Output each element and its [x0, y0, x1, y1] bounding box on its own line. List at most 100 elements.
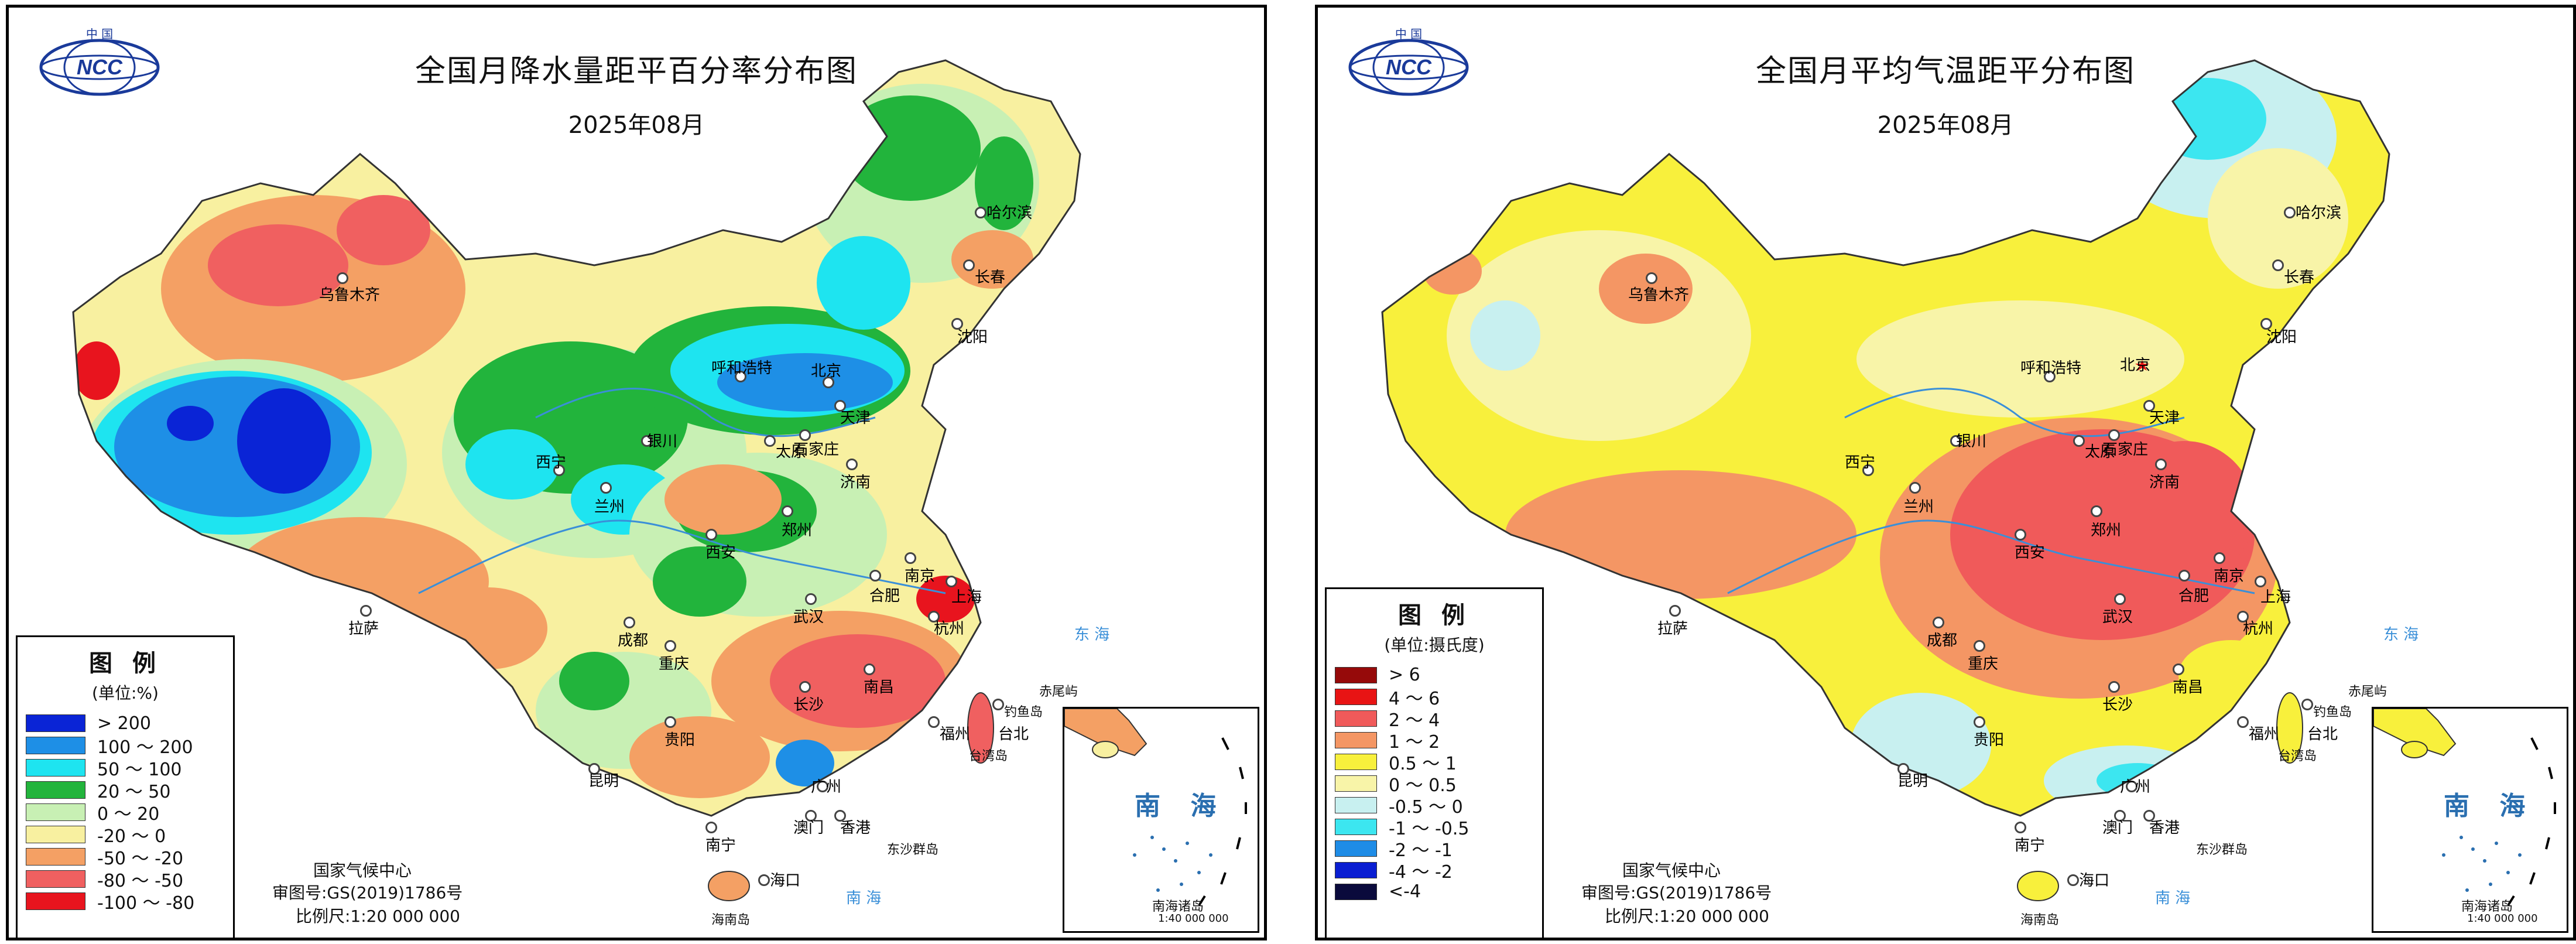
city-label: 杭州 — [934, 620, 965, 638]
ncc-logo: NCC 中 国 — [32, 25, 167, 101]
city-marker — [799, 429, 811, 441]
city-label: 北京 — [811, 362, 842, 380]
city-label: 呼和浩特 — [2020, 360, 2082, 377]
city-label: 哈尔滨 — [2296, 204, 2342, 222]
legend-row: 0.5 ～ 1 — [1335, 751, 1534, 774]
city-label: 西宁 — [536, 454, 567, 471]
footer-org: 国家气候中心 — [1622, 861, 1721, 880]
city-marker — [2143, 810, 2155, 822]
legend-swatch — [1335, 818, 1377, 835]
city-label: 重庆 — [659, 655, 690, 673]
map-date: 2025年08月 — [568, 112, 705, 139]
city-label: 石家庄 — [793, 441, 840, 459]
city-marker — [2301, 699, 2313, 710]
city-label: 石家庄 — [2102, 441, 2149, 459]
svg-text:中 国: 中 国 — [1395, 27, 1422, 41]
legend-row: -0.5 ～ 0 — [1335, 794, 1534, 818]
ncc-logo: NCC 中 国 — [1341, 25, 1476, 101]
city-label: 银川 — [1956, 433, 1987, 450]
footer-approval: 审图号:GS(2019)1786号 — [1581, 883, 1772, 902]
city-marker — [1909, 482, 1921, 494]
city-marker — [782, 505, 793, 517]
city-marker — [2272, 259, 2284, 271]
legend-row: -1 ～ -0.5 — [1335, 816, 1534, 839]
city-label: 台北 — [2307, 726, 2338, 743]
city-marker — [2155, 459, 2167, 470]
city-marker — [2108, 429, 2120, 441]
city-label: 长沙 — [793, 696, 824, 714]
city-label: 太原 — [776, 443, 807, 461]
island-label-taiwan: 台湾岛 — [2278, 749, 2317, 764]
legend-row: 4 ～ 6 — [1335, 686, 1534, 709]
legend-label: -20 ～ 0 — [97, 826, 166, 847]
city-label: 太原 — [2085, 443, 2116, 461]
city-label: 南京 — [2214, 567, 2245, 585]
city-label: 福州 — [940, 726, 971, 743]
inset-sea-label: 南 海 — [1135, 791, 1227, 821]
city-marker — [2114, 593, 2126, 605]
city-marker — [846, 459, 858, 470]
legend-label: <-4 — [1389, 881, 1421, 902]
legend-row: 20 ～ 50 — [26, 779, 225, 802]
legend-label: -1 ～ -0.5 — [1389, 818, 1469, 839]
city-marker — [1974, 716, 1985, 728]
city-marker — [2091, 505, 2102, 517]
city-marker — [2073, 435, 2085, 447]
city-label: 郑州 — [2091, 522, 2122, 539]
city-label: 兰州 — [1903, 498, 1934, 516]
temperature-map-panel: NCC 中 国 全国月平均气温距平分布图 2025年08月 乌鲁木齐 哈尔滨 长… — [1315, 5, 2576, 940]
legend-label: > 200 — [97, 713, 151, 734]
city-marker — [1933, 617, 1944, 628]
ncc-globe-icon: NCC 中 国 — [1348, 27, 1469, 96]
city-label: 银川 — [647, 433, 678, 450]
map-title: 全国月降水量距平百分率分布图 — [415, 54, 858, 89]
inset-scale: 1:40 000 000 — [2467, 912, 2538, 925]
svg-text:中 国: 中 国 — [86, 27, 113, 41]
city-marker — [705, 822, 717, 833]
legend-label: > 6 — [1389, 665, 1420, 685]
city-marker — [2214, 552, 2225, 564]
city-marker — [2284, 207, 2296, 218]
legend-swatch — [1335, 840, 1377, 857]
legend-items: > 200 100 ～ 200 50 ～ 100 20 ～ 50 0 ～ 20 -20 ～… — [26, 712, 225, 914]
legend-label: -100 ～ -80 — [97, 893, 195, 914]
legend-row: 2 ～ 4 — [1335, 707, 1534, 731]
capital-star-icon — [2135, 360, 2149, 371]
city-label: 海口 — [770, 872, 801, 890]
sea-label-east: 东 海 — [2383, 626, 2419, 644]
legend-label: -50 ～ -20 — [97, 849, 184, 869]
city-marker — [963, 259, 975, 271]
city-marker — [758, 874, 770, 886]
city-label: 合肥 — [869, 587, 900, 605]
svg-text:NCC: NCC — [77, 55, 123, 79]
city-marker — [2015, 822, 2026, 833]
city-marker — [869, 570, 881, 582]
city-marker — [805, 593, 817, 605]
legend-row: -80 ～ -50 — [26, 868, 225, 891]
legend-swatch — [26, 803, 85, 821]
legend-row: > 6 — [1335, 664, 1534, 686]
legend-row: 0 ～ 20 — [26, 801, 225, 825]
svg-text:NCC: NCC — [1386, 55, 1432, 79]
city-label: 沈阳 — [2266, 329, 2297, 346]
city-marker — [834, 810, 846, 822]
footer-approval: 审图号:GS(2019)1786号 — [272, 883, 463, 902]
city-label: 天津 — [840, 409, 871, 427]
precipitation-legend: 图 例 (单位:%) > 200 100 ～ 200 50 ～ 100 20 ～ 50… — [16, 635, 235, 938]
footer-scale: 比例尺:1:20 000 000 — [1605, 907, 1769, 926]
city-marker — [553, 464, 565, 476]
legend-swatch — [26, 826, 85, 843]
city-marker — [864, 663, 875, 675]
legend-label: -2 ～ -1 — [1389, 840, 1453, 861]
legend-swatch — [1335, 883, 1377, 900]
city-label: 南昌 — [864, 679, 895, 696]
legend-row: -50 ～ -20 — [26, 846, 225, 869]
city-marker — [805, 810, 817, 822]
legend-swatch — [1335, 710, 1377, 727]
city-label: 拉萨 — [1657, 620, 1688, 638]
footer-scale: 比例尺:1:20 000 000 — [296, 907, 460, 926]
sea-label-south: 南 海 — [2155, 890, 2191, 907]
legend-swatch — [1335, 666, 1377, 683]
city-label: 上海 — [951, 589, 982, 606]
